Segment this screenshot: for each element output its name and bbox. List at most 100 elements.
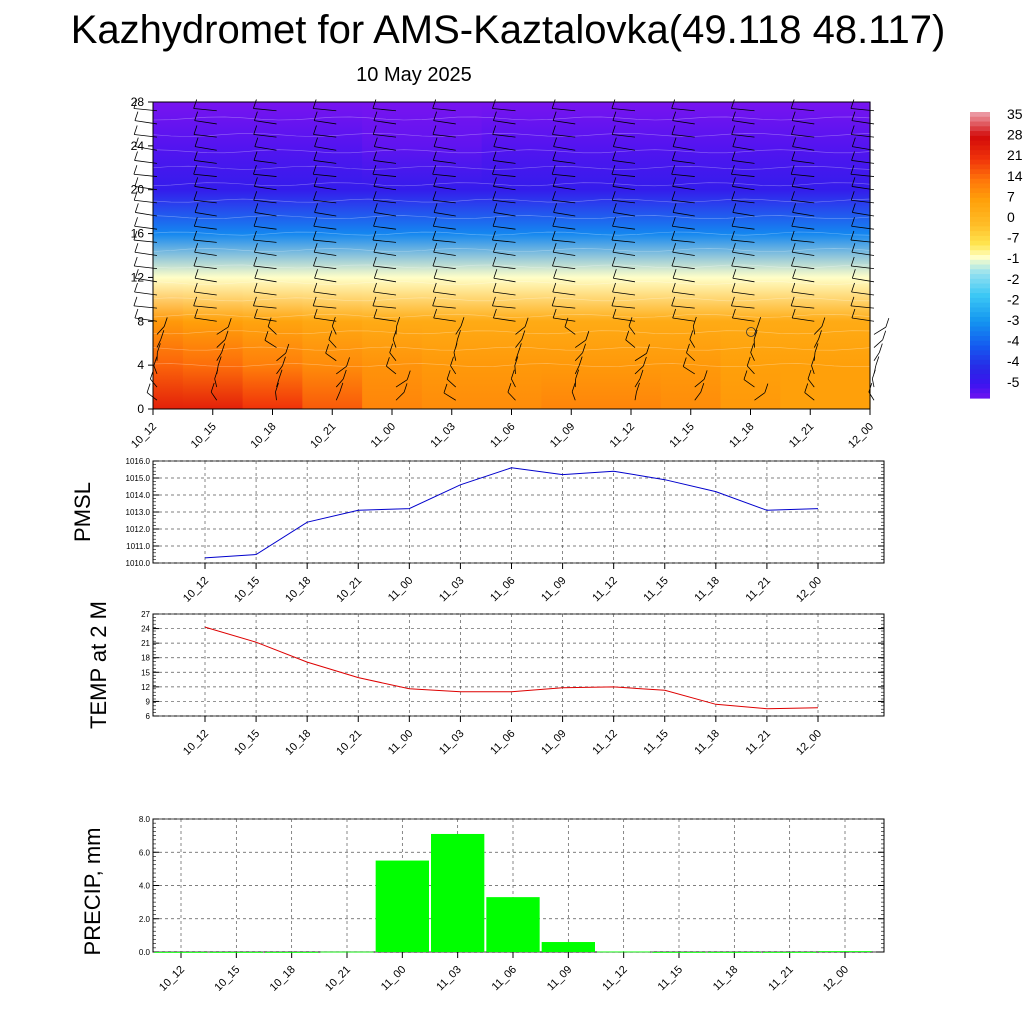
wind-barb-flag [692, 316, 697, 327]
wind-barb-flag [731, 296, 735, 306]
wind-barb-flag [492, 165, 496, 175]
wind-barb [671, 173, 695, 177]
profile-contour [152, 346, 871, 351]
wind-barb-flag [611, 125, 616, 135]
wind-barb [373, 225, 397, 230]
temp-y-tick-label: 9 [146, 697, 151, 706]
wind-barb-flag [432, 230, 437, 241]
temp-x-tick-label: 11_09 [539, 728, 569, 758]
wind-barb [433, 120, 456, 125]
wind-barb [493, 146, 516, 151]
wind-barb [694, 379, 705, 388]
wind-barb-flag [373, 137, 378, 147]
wind-barb-flag [193, 296, 198, 306]
wind-barb-flag [732, 111, 736, 121]
wind-barb-flag [671, 296, 676, 306]
wind-barb [552, 108, 576, 112]
wind-barb [612, 199, 636, 204]
wind-barb [492, 291, 516, 296]
wind-barb-flag [224, 330, 229, 340]
wind-barb [254, 212, 277, 217]
wind-barb-flag [553, 269, 557, 279]
wind-barb-flag [553, 137, 557, 147]
profile-y-tick-label: 20 [131, 183, 145, 197]
wind-barb-flag [450, 356, 454, 366]
wind-barb-flag [278, 369, 283, 379]
profile-cell [541, 102, 602, 409]
wind-barb-flag [133, 296, 138, 306]
wind-barb [553, 146, 576, 151]
wind-barb-flag [571, 382, 576, 393]
wind-barb [433, 291, 456, 296]
colorbar-segment [970, 235, 990, 242]
precip-bar [652, 952, 706, 953]
temp-y-tick-label: 21 [141, 639, 150, 648]
wind-barb [313, 305, 337, 309]
wind-barb-flag [578, 356, 583, 366]
pmsl-panel: 1010.0 1011.0 1012.0 1013.0 1014.0 1015.0 1016… [70, 457, 885, 605]
wind-barb [450, 365, 457, 375]
pmsl-x-tick-label: 11_12 [590, 575, 620, 605]
wind-barb-flag [133, 191, 138, 201]
wind-barb-flag [850, 296, 855, 306]
wind-barb [313, 265, 337, 270]
wind-barb [634, 391, 637, 401]
wind-barb-flag [686, 343, 690, 354]
wind-barb-flag [254, 137, 259, 147]
wind-barb-flag [731, 125, 736, 135]
wind-barb [672, 225, 695, 230]
precip-bar [375, 860, 429, 952]
wind-barb [612, 251, 636, 256]
wind-barb-flag [612, 177, 617, 187]
wind-barb [612, 120, 636, 125]
wind-barb [253, 225, 277, 230]
wind-barb-flag [551, 296, 556, 306]
temp-x-tick-label: 10_15 [232, 728, 262, 758]
precip-bar [265, 952, 319, 953]
wind-barb [313, 225, 337, 230]
wind-barb-flag [373, 151, 377, 161]
wind-barb-flag [373, 308, 378, 319]
wind-barb-flag [373, 203, 378, 213]
wind-barb [731, 239, 755, 243]
wind-barb [731, 225, 755, 230]
precip-y-tick-label: 0.0 [139, 948, 151, 957]
profile-contour [152, 264, 871, 269]
colorbar-segment [970, 278, 990, 285]
wind-barb [314, 317, 337, 322]
wind-barb [336, 366, 347, 375]
wind-barb-flag [850, 256, 855, 267]
wind-barb-flag [254, 269, 259, 279]
pmsl-y-tick-label: 1015.0 [126, 474, 151, 483]
precip-bar [597, 951, 651, 953]
wind-barb-flag [764, 383, 769, 393]
wind-barb [613, 277, 636, 283]
wind-barb-flag [582, 343, 586, 353]
wind-barb [432, 134, 456, 138]
wind-barb [553, 277, 576, 283]
wind-barb-flag [791, 191, 795, 201]
wind-barb [672, 291, 695, 296]
temp-x-tick-label: 11_15 [641, 728, 671, 758]
wind-barb [433, 186, 456, 191]
wind-barb-flag [628, 317, 633, 327]
colorbar-segment [970, 293, 990, 299]
colorbar-segment [970, 231, 990, 237]
wind-barb [492, 160, 516, 164]
wind-barb [492, 239, 516, 243]
precip-x-tick-label: 11_06 [490, 964, 520, 994]
wind-barb-flag [313, 177, 318, 187]
wind-barb-flag [792, 269, 796, 279]
wind-barb [611, 173, 636, 177]
wind-barb-flag [671, 282, 676, 293]
wind-barb-flag [790, 296, 795, 306]
precip-bar [707, 952, 761, 953]
profile-x-tick-label: 11_21 [787, 421, 817, 451]
colorbar-segment [970, 126, 990, 132]
wind-barb [392, 339, 397, 348]
wind-barb [492, 134, 516, 138]
colorbar-segment [970, 112, 990, 118]
wind-barb-flag [443, 383, 448, 394]
pmsl-y-tick-label: 1011.0 [126, 542, 150, 551]
